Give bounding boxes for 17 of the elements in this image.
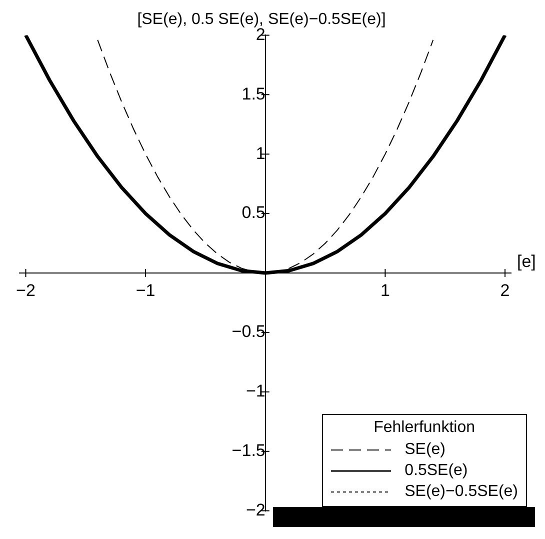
y-tick-label: −0.5 bbox=[232, 322, 266, 342]
legend-label: SE(e)−0.5SE(e) bbox=[404, 482, 518, 500]
legend-label: SE(e) bbox=[404, 440, 446, 458]
y-tick-label: 0.5 bbox=[242, 203, 266, 222]
x-axis-title: [e] bbox=[517, 252, 536, 272]
y-tick-label: 1.5 bbox=[242, 84, 266, 104]
y-tick-label: −2 bbox=[246, 500, 266, 520]
x-tick-label: −1 bbox=[136, 280, 156, 300]
legend-label: 0.5SE(e) bbox=[404, 462, 468, 480]
chart-title: [SE(e), 0.5 SE(e), SE(e)−0.5SE(e)] bbox=[137, 11, 386, 28]
y-tick-label: −1 bbox=[246, 382, 266, 401]
y-tick-label: 1 bbox=[256, 144, 266, 163]
legend-title: Fehlerfunktion bbox=[372, 419, 476, 437]
x-tick-label: −2 bbox=[16, 280, 36, 300]
x-tick-label: 2 bbox=[500, 280, 510, 300]
x-tick-label: 1 bbox=[380, 280, 390, 300]
y-tick-label: −1.5 bbox=[232, 441, 266, 460]
